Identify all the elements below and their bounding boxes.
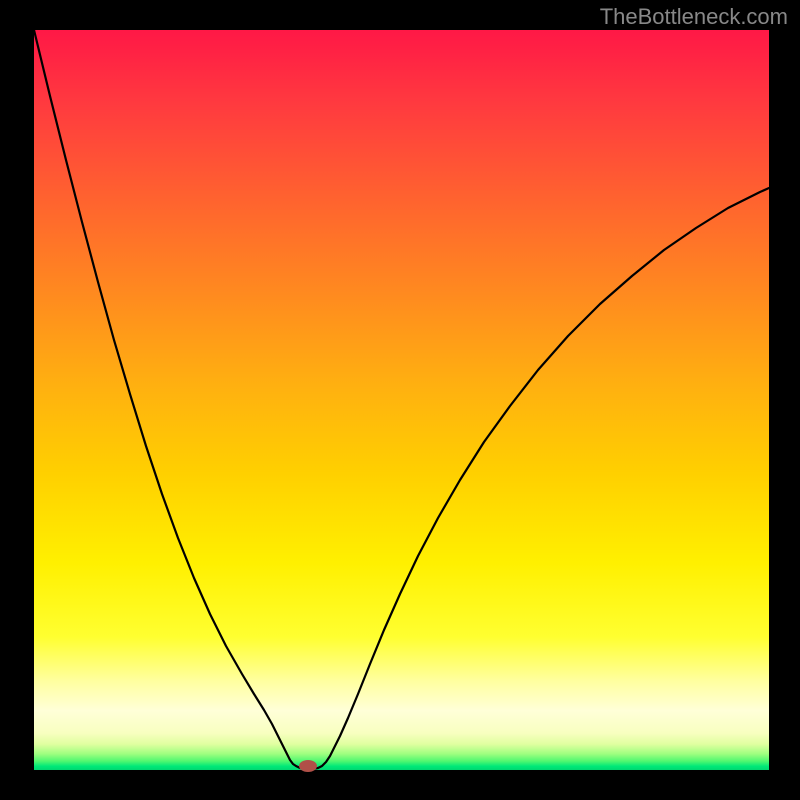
- chart-canvas: TheBottleneck.com: [0, 0, 800, 800]
- watermark-text: TheBottleneck.com: [600, 4, 788, 30]
- plot-area: [34, 30, 769, 770]
